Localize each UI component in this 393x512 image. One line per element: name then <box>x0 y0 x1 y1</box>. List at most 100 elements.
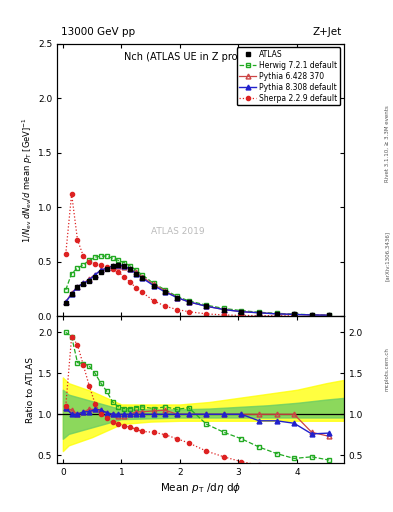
Pythia 8.308 default <box>63 299 68 305</box>
ATLAS <box>87 278 92 284</box>
Pythia 6.428 370 <box>81 280 86 286</box>
Pythia 6.428 370 <box>122 264 127 270</box>
Herwig 7.2.1 default <box>63 287 68 293</box>
Pythia 8.308 default <box>163 289 168 295</box>
Sherpa 2.2.9 default <box>69 191 74 197</box>
Herwig 7.2.1 default <box>327 312 332 318</box>
Sherpa 2.2.9 default <box>239 312 244 318</box>
Text: Rivet 3.1.10, ≥ 3.3M events: Rivet 3.1.10, ≥ 3.3M events <box>385 105 390 182</box>
Herwig 7.2.1 default <box>140 271 144 278</box>
ATLAS <box>257 310 261 316</box>
Pythia 6.428 370 <box>292 311 296 317</box>
Pythia 6.428 370 <box>222 307 226 313</box>
ATLAS <box>309 312 314 318</box>
Herwig 7.2.1 default <box>134 267 138 273</box>
Pythia 8.308 default <box>239 309 244 315</box>
Pythia 8.308 default <box>105 265 109 271</box>
Herwig 7.2.1 default <box>163 287 168 293</box>
Sherpa 2.2.9 default <box>151 297 156 304</box>
ATLAS <box>151 283 156 289</box>
ATLAS <box>163 289 168 295</box>
Pythia 8.308 default <box>122 263 127 269</box>
Y-axis label: Ratio to ATLAS: Ratio to ATLAS <box>26 357 35 423</box>
Sherpa 2.2.9 default <box>81 253 86 259</box>
Pythia 6.428 370 <box>163 288 168 294</box>
Pythia 6.428 370 <box>134 269 138 275</box>
Pythia 6.428 370 <box>204 303 209 309</box>
Text: Nch (ATLAS UE in Z production): Nch (ATLAS UE in Z production) <box>123 52 277 61</box>
ATLAS <box>110 263 115 269</box>
Text: [arXiv:1306.3436]: [arXiv:1306.3436] <box>385 231 390 281</box>
Sherpa 2.2.9 default <box>274 313 279 319</box>
Sherpa 2.2.9 default <box>99 262 103 268</box>
ATLAS <box>174 294 179 301</box>
ATLAS <box>81 282 86 288</box>
Pythia 6.428 370 <box>116 263 121 269</box>
ATLAS <box>128 266 132 272</box>
Herwig 7.2.1 default <box>75 265 80 271</box>
Pythia 6.428 370 <box>75 284 80 290</box>
Sherpa 2.2.9 default <box>122 274 127 280</box>
Pythia 8.308 default <box>257 310 261 316</box>
Pythia 8.308 default <box>274 311 279 317</box>
Pythia 8.308 default <box>186 299 191 305</box>
Text: Z+Jet: Z+Jet <box>313 27 342 37</box>
Herwig 7.2.1 default <box>151 280 156 286</box>
Pythia 8.308 default <box>151 283 156 289</box>
Pythia 8.308 default <box>204 303 209 309</box>
Sherpa 2.2.9 default <box>87 259 92 265</box>
Pythia 6.428 370 <box>140 274 144 280</box>
Herwig 7.2.1 default <box>204 302 209 308</box>
Herwig 7.2.1 default <box>122 260 127 266</box>
Pythia 6.428 370 <box>274 311 279 317</box>
Y-axis label: $1/N_\mathrm{ev}\; dN_\mathrm{ev}/d$ mean $p_\mathrm{T}$ [GeV]$^{-1}$: $1/N_\mathrm{ev}\; dN_\mathrm{ev}/d$ mea… <box>20 117 35 243</box>
Pythia 6.428 370 <box>174 294 179 301</box>
Sherpa 2.2.9 default <box>222 312 226 318</box>
Herwig 7.2.1 default <box>69 270 74 276</box>
Pythia 8.308 default <box>140 275 144 281</box>
Pythia 6.428 370 <box>99 267 103 273</box>
Pythia 8.308 default <box>93 271 97 278</box>
Herwig 7.2.1 default <box>87 258 92 264</box>
Sherpa 2.2.9 default <box>93 261 97 267</box>
Sherpa 2.2.9 default <box>75 237 80 243</box>
ATLAS <box>116 262 121 268</box>
ATLAS <box>292 311 296 317</box>
Herwig 7.2.1 default <box>99 253 103 259</box>
Line: Sherpa 2.2.9 default: Sherpa 2.2.9 default <box>64 192 296 318</box>
Pythia 6.428 370 <box>151 282 156 288</box>
Pythia 6.428 370 <box>87 276 92 282</box>
Line: Pythia 8.308 default: Pythia 8.308 default <box>63 262 332 317</box>
ATLAS <box>204 303 209 309</box>
Pythia 8.308 default <box>128 266 132 272</box>
ATLAS <box>99 269 103 275</box>
Pythia 8.308 default <box>87 277 92 283</box>
Herwig 7.2.1 default <box>274 310 279 316</box>
Pythia 6.428 370 <box>186 299 191 305</box>
ATLAS <box>186 299 191 305</box>
ATLAS <box>63 300 68 306</box>
Line: Pythia 6.428 370: Pythia 6.428 370 <box>63 264 332 317</box>
Herwig 7.2.1 default <box>110 255 115 261</box>
ATLAS <box>122 263 127 269</box>
Pythia 8.308 default <box>309 312 314 318</box>
Line: ATLAS: ATLAS <box>63 262 332 317</box>
Sherpa 2.2.9 default <box>174 307 179 313</box>
ATLAS <box>274 311 279 317</box>
Herwig 7.2.1 default <box>116 258 121 264</box>
ATLAS <box>222 307 226 313</box>
Pythia 8.308 default <box>327 312 332 318</box>
Sherpa 2.2.9 default <box>110 266 115 272</box>
Herwig 7.2.1 default <box>309 312 314 318</box>
Sherpa 2.2.9 default <box>204 311 209 317</box>
Pythia 6.428 370 <box>105 265 109 271</box>
Text: mcplots.cern.ch: mcplots.cern.ch <box>385 347 390 391</box>
Herwig 7.2.1 default <box>128 263 132 269</box>
Herwig 7.2.1 default <box>105 253 109 259</box>
Pythia 8.308 default <box>222 307 226 313</box>
Herwig 7.2.1 default <box>292 311 296 317</box>
ATLAS <box>105 266 109 272</box>
Pythia 6.428 370 <box>309 312 314 318</box>
Pythia 6.428 370 <box>128 266 132 272</box>
ATLAS <box>93 274 97 280</box>
